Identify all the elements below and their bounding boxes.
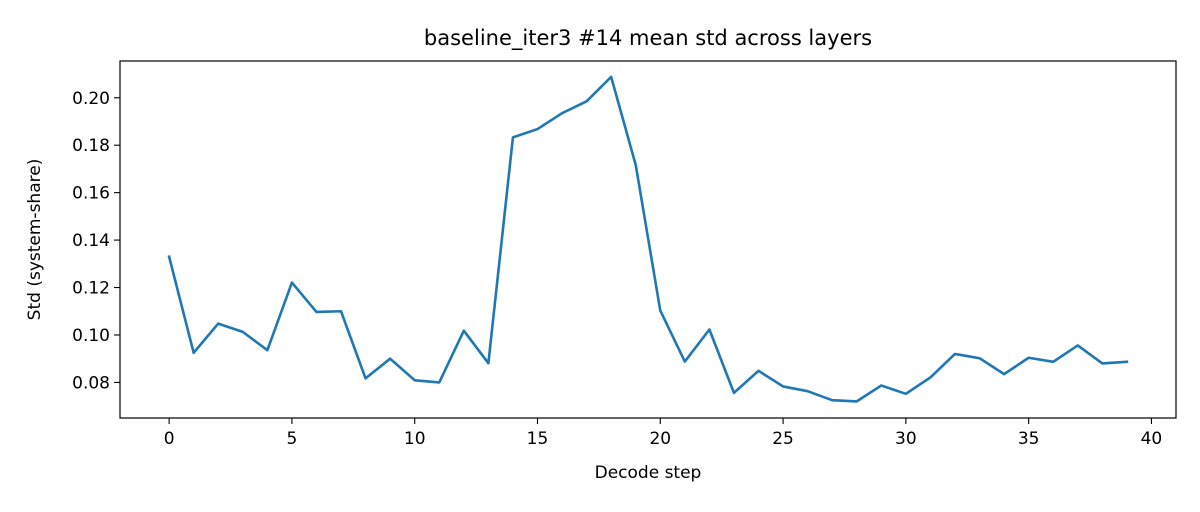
y-tick-label: 0.14 [72,231,110,251]
x-tick-label: 35 [1018,429,1040,449]
y-tick-label: 0.20 [72,89,110,109]
x-tick-label: 30 [895,429,917,449]
y-tick-label: 0.10 [72,326,110,346]
x-tick-label: 10 [404,429,426,449]
x-tick-label: 0 [164,429,175,449]
y-tick-label: 0.12 [72,279,110,299]
x-tick-label: 15 [527,429,549,449]
x-axis-title: Decode step [595,463,702,483]
y-axis-title: Std (system-share) [25,159,45,321]
x-tick-label: 20 [649,429,671,449]
y-tick-label: 0.16 [72,184,110,204]
plot-frame [119,60,1177,419]
x-tick-label: 5 [286,429,297,449]
y-tick-label: 0.18 [72,136,110,156]
x-tick-label: 40 [1141,429,1163,449]
chart-title: baseline_iter3 #14 mean std across layer… [424,26,872,51]
series-line [167,75,1129,403]
y-tick-label: 0.08 [72,373,110,393]
x-tick-label: 25 [772,429,794,449]
